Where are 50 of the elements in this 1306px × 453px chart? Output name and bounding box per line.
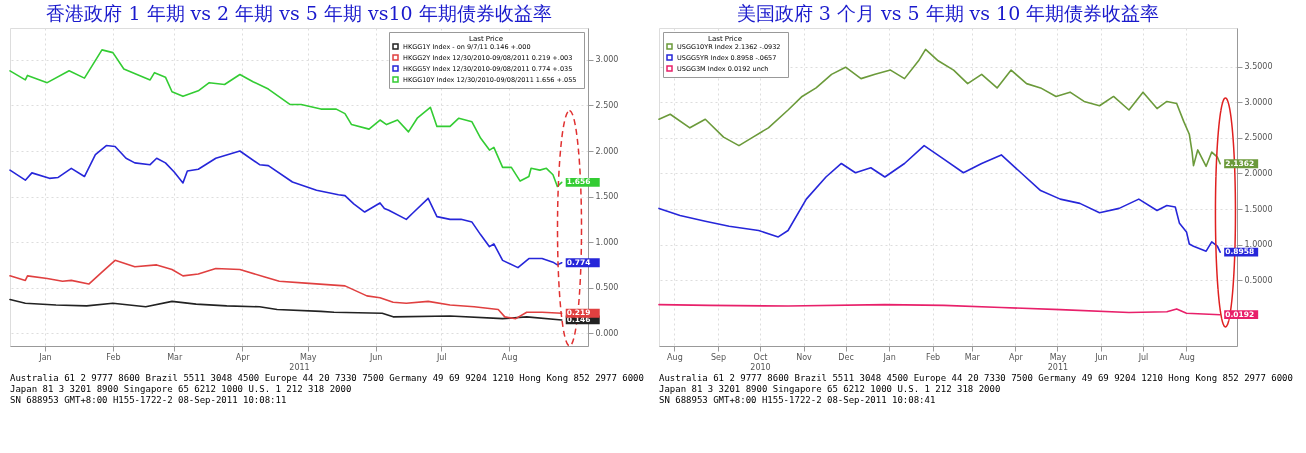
- x-tick-label: Feb: [106, 352, 121, 362]
- y-tick-label: 3.5000: [1244, 62, 1273, 71]
- x-tick-label: Feb: [925, 352, 941, 362]
- x-axis-title: 2011: [289, 362, 310, 372]
- x-tick-label: Jan: [882, 352, 896, 362]
- y-tick-label: 0.000: [595, 328, 619, 338]
- text: Japan 81 3 3201 8900 Singapore 65 6212 1000 U.S. 1 212 318 2000: [659, 384, 1001, 394]
- x-tick-label: May: [299, 352, 317, 362]
- y-tick-label: 1.500: [595, 192, 619, 202]
- x-tick-label: Nov: [796, 352, 813, 362]
- text: SN 688953 GMT+8:00 H155-1722-2 08-Sep-2011 10:08:11: [10, 395, 287, 405]
- line-series: [658, 144, 1221, 253]
- chart-title: 香港政府 1 年期 vs 2 年期 vs 5 年期 vs10 年期债券收益率: [46, 2, 552, 24]
- x-tick-label: Jun: [1094, 352, 1108, 362]
- line-series: [658, 303, 1221, 316]
- text: SN 688953 GMT+8:00 H155-1722-2 08-Sep-2011 10:08:41: [659, 395, 936, 405]
- text: Japan 81 3 3201 8900 Singapore 65 6212 1000 U.S. 1 212 318 2000: [10, 384, 352, 394]
- x-tick-label: Mar: [167, 352, 183, 362]
- y-tick-label: 3.0000: [1244, 97, 1273, 107]
- y-tick-label: 2.000: [595, 146, 619, 156]
- text: Australia 61 2 9777 8600 Brazil 5511 3048 4500 Europe 44 20 7330 7500 Germany 49 69 9204 1210 Hong Kong 852 2977 6000: [659, 373, 1293, 383]
- y-tick-label: 1.000: [595, 237, 619, 247]
- y-tick-label: 0.5000: [1244, 275, 1273, 285]
- line-series: [9, 298, 563, 321]
- x-tick-label: Apr: [1008, 352, 1024, 362]
- y-tick-label: 0.500: [595, 283, 619, 293]
- y-tick-label: 2.0000: [1244, 168, 1273, 178]
- x-tick-label: Jul: [435, 352, 447, 362]
- y-tick-label: 3.000: [595, 55, 619, 65]
- x-tick-label: Aug: [501, 352, 518, 362]
- line-series: [9, 144, 563, 269]
- x-tick-label: Jun: [368, 352, 383, 362]
- y-tick-label: 1.5000: [1244, 204, 1273, 214]
- text: Australia 61 2 9777 8600 Brazil 5511 3048 4500 Europe 44 20 7330 7500 Germany 49 69 9204 1210 Hong Kong 852 2977 6000: [10, 373, 644, 383]
- line-series: [9, 259, 563, 320]
- x-tick-label: Dec: [838, 352, 854, 362]
- line-series: [658, 48, 1221, 168]
- x-tick-label: Jan: [38, 352, 52, 362]
- x-tick-label: May 2011: [1047, 352, 1069, 372]
- chart-title: 美国政府 3 个月 vs 5 年期 vs 10 年期债券收益率: [736, 2, 1160, 24]
- x-tick-label: Aug: [1179, 352, 1195, 362]
- x-tick-label: Jul: [1137, 352, 1149, 362]
- y-tick-label: 2.500: [595, 100, 619, 110]
- x-tick-label: Oct 2010: [750, 352, 771, 372]
- x-tick-label: Aug: [667, 352, 683, 362]
- y-tick-label: 2.5000: [1244, 133, 1273, 143]
- x-tick-label: Apr: [235, 352, 251, 362]
- x-tick-label: Sep: [710, 352, 726, 362]
- x-tick-label: Mar: [964, 352, 981, 362]
- y-tick-label: 1.0000: [1244, 240, 1273, 250]
